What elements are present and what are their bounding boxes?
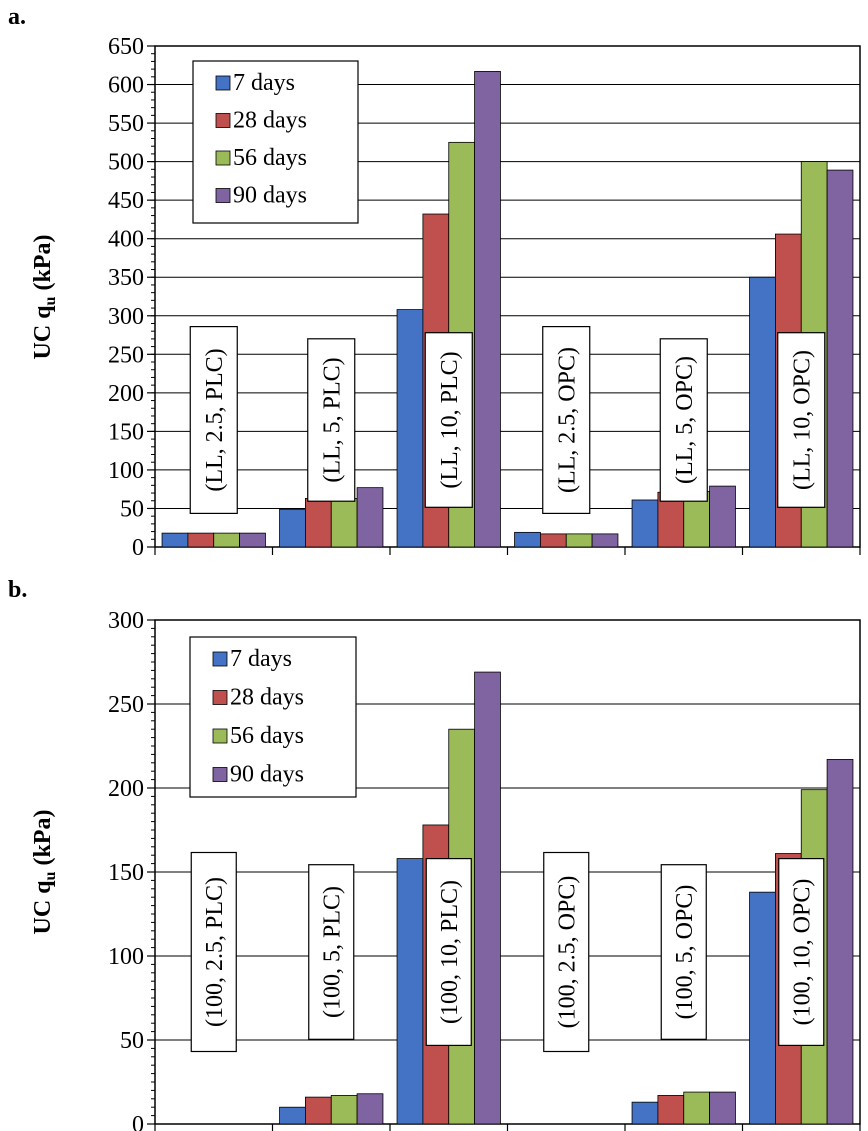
y-tick-label: 250: [108, 692, 144, 718]
bar-56-days-2: [330, 498, 358, 548]
bar-7-days-1: [161, 532, 189, 548]
bar-7-days-4: [514, 531, 541, 548]
legend-swatch: [212, 728, 228, 744]
bar-90-days-5: [709, 1091, 736, 1125]
y-tick-label: 400: [108, 227, 144, 253]
category-label: (LL, 5, OPC): [672, 356, 698, 484]
category-label-box: [425, 857, 472, 1046]
bar-28-days-2: [304, 1096, 332, 1125]
bar-90-days-5: [709, 485, 736, 548]
panel-label: b.: [8, 577, 27, 603]
y-tick-label: 300: [108, 304, 144, 330]
category-label: (100, 2.5, OPC): [554, 876, 580, 1029]
category-label-box: [777, 332, 826, 508]
legend-swatch: [215, 113, 231, 128]
bar-90-days-6: [826, 169, 854, 548]
legend-swatch: [215, 150, 231, 166]
y-tick-label: 150: [108, 860, 144, 886]
chart-panel-a: a. UC qu (kPa) 0 50 100 150 200 250 300 350 400 450…: [8, 4, 861, 561]
bar-90-days-1: [239, 532, 266, 548]
bar-90-days-3: [474, 671, 501, 1125]
legend-swatch: [212, 690, 228, 705]
legend-swatch: [212, 767, 228, 782]
y-tick-label: 0: [132, 535, 144, 561]
category-label-box: [424, 332, 473, 508]
y-tick-label: 100: [108, 458, 144, 484]
bar-56-days-2: [330, 1095, 358, 1125]
bar-7-days-5: [631, 499, 659, 548]
legend-entry: 56 days: [230, 723, 304, 749]
bar-90-days-2: [356, 487, 384, 548]
y-tick-label: 250: [108, 342, 144, 368]
y-axis-label: UC qu (kPa): [30, 235, 59, 360]
bar-90-days-3: [474, 71, 501, 548]
category-label: (LL, 2.5, OPC): [554, 347, 580, 493]
legend-entry: 56 days: [233, 145, 307, 171]
legend-swatch: [215, 188, 231, 203]
category-label: (100, 2.5, PLC): [202, 877, 228, 1027]
legend-entry: 90 days: [230, 762, 304, 788]
category-label: (100, 5, PLC): [319, 886, 345, 1018]
y-tick-label: 150: [108, 419, 144, 445]
bar-7-days-6: [749, 891, 776, 1125]
category-label: (LL, 10, OPC): [789, 350, 815, 490]
category-label: (LL, 2.5, PLC): [202, 348, 228, 491]
legend-entry: 28 days: [233, 108, 307, 134]
y-tick-label: 650: [108, 34, 144, 60]
y-tick-label: 50: [120, 1028, 144, 1054]
bar-56-days-5: [683, 1091, 711, 1125]
panel-label: a.: [8, 4, 26, 30]
bar-7-days-5: [631, 1101, 659, 1125]
category-label: (100, 10, OPC): [789, 879, 815, 1026]
category-label-box: [660, 864, 707, 1040]
y-tick-label: 300: [108, 608, 144, 634]
legend-swatch: [212, 651, 228, 667]
category-label-box: [189, 326, 238, 515]
category-label-box: [308, 864, 355, 1040]
bar-7-days-6: [749, 276, 776, 548]
y-axis-label: UC qu (kPa): [30, 810, 59, 935]
y-tick-label: 200: [108, 381, 144, 407]
y-tick-label: 200: [108, 776, 144, 802]
category-label-box: [307, 338, 356, 502]
legend-swatch: [215, 75, 231, 91]
y-tick-label: 50: [120, 496, 144, 522]
y-tick-label: 450: [108, 188, 144, 214]
chart-panel-b: b. UC qu (kPa) 0 50 100 150 200 250 300 (100, 2.5…: [8, 577, 861, 1131]
bar-28-days-2: [304, 498, 332, 548]
category-label-box: [190, 851, 237, 1053]
y-tick-label: 100: [108, 944, 144, 970]
legend-entry: 7 days: [230, 646, 292, 672]
bar-28-days-4: [540, 533, 567, 548]
bar-56-days-1: [213, 532, 241, 548]
bar-28-days-1: [187, 532, 215, 548]
bar-56-days-4: [565, 533, 593, 548]
legend-entry: 7 days: [233, 70, 295, 96]
category-label: (LL, 10, PLC): [437, 351, 463, 488]
y-tick-label: 350: [108, 265, 144, 291]
bar-90-days-6: [826, 759, 854, 1125]
category-label: (100, 5, OPC): [672, 885, 698, 1020]
bar-7-days-2: [279, 508, 306, 548]
legend-entry: 90 days: [233, 183, 307, 209]
y-tick-label: 550: [108, 111, 144, 137]
y-tick-label: 600: [108, 73, 144, 99]
legend-entry: 28 days: [230, 685, 304, 711]
category-label-box: [778, 857, 825, 1046]
category-label: (LL, 5, PLC): [319, 357, 345, 482]
category-label: (100, 10, PLC): [437, 880, 463, 1024]
category-label-box: [659, 338, 708, 502]
category-label-box: [543, 851, 590, 1053]
bar-28-days-5: [657, 1095, 685, 1125]
bar-90-days-4: [591, 533, 619, 548]
y-tick-label: 500: [108, 150, 144, 176]
bar-7-days-3: [396, 858, 424, 1125]
y-tick-label: 0: [132, 1112, 144, 1131]
category-label-box: [542, 326, 591, 515]
bar-7-days-3: [396, 309, 424, 548]
bar-7-days-2: [279, 1106, 306, 1125]
bar-90-days-2: [356, 1093, 384, 1125]
